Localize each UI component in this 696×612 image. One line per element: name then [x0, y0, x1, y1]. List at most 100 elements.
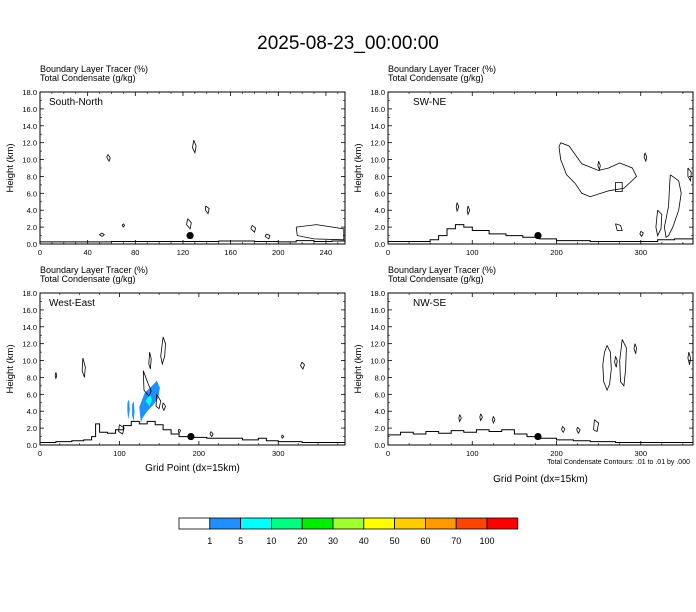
y-tick-label: 2.0 [27, 223, 37, 232]
panel-label: West-East [49, 298, 95, 309]
panel-subtitle-tracer: Boundary Layer Tracer (%) [388, 64, 496, 74]
condensate-contour [300, 361, 305, 370]
tracer-fill-region [132, 401, 135, 422]
y-tick-label: 12.0 [22, 139, 37, 148]
condensate-contour [458, 414, 462, 423]
y-tick-label: 8.0 [375, 172, 385, 181]
colorbar-label: 50 [390, 536, 400, 546]
x-tick-label: 0 [38, 449, 42, 458]
x-tick-label: 100 [113, 449, 126, 458]
condensate-contour [295, 224, 345, 241]
colorbar-swatch [270, 517, 303, 530]
x-tick-label: 100 [466, 248, 479, 257]
y-tick-label: 2.0 [27, 424, 37, 433]
x-tick-label: 0 [386, 248, 390, 257]
colorbar-swatch [301, 517, 334, 530]
terrain-line [40, 240, 345, 243]
y-tick-label: 14.0 [22, 323, 37, 332]
y-axis-label: Height (km) [353, 344, 364, 393]
x-tick-label: 40 [83, 248, 91, 257]
terrain-line [40, 420, 345, 443]
tracer-fill-region [145, 394, 152, 407]
colorbar-label: 40 [359, 536, 369, 546]
y-tick-label: 12.0 [22, 340, 37, 349]
y-tick-label: 8.0 [27, 373, 37, 382]
figure-title: 2025-08-23_00:00:00 [257, 33, 439, 54]
y-tick-label: 16.0 [370, 306, 385, 315]
x-tick-label: 160 [224, 248, 237, 257]
y-tick-label: 14.0 [370, 323, 385, 332]
y-tick-label: 8.0 [375, 373, 385, 382]
y-tick-label: 0.0 [27, 441, 37, 450]
colorbar-label: 100 [479, 536, 494, 546]
condensate-contour [209, 431, 214, 438]
contour-note: Total Condensate Contours: .01 to .01 by… [547, 459, 690, 466]
panel-plot-area [388, 142, 693, 242]
colorbar-label: 60 [420, 536, 430, 546]
x-tick-label: 300 [635, 449, 648, 458]
condensate-contour [687, 167, 692, 182]
x-tick-label: 300 [635, 248, 648, 257]
panel-label: SW-NE [413, 97, 446, 108]
condensate-contour [615, 182, 623, 192]
panel-south-north: Boundary Layer Tracer (%)Total Condensat… [5, 64, 346, 257]
panel-frame [387, 91, 694, 245]
y-tick-label: 10.0 [22, 156, 37, 165]
condensate-contour [663, 174, 682, 238]
y-tick-label: 16.0 [370, 105, 385, 114]
condensate-contour [602, 345, 612, 392]
y-axis-label: Height (km) [5, 143, 16, 192]
colorbar-label: 1 [207, 536, 212, 546]
condensate-contour [597, 161, 601, 172]
panel-label: South-North [49, 97, 103, 108]
condensate-contour [250, 225, 257, 233]
colorbar-label: 20 [297, 536, 307, 546]
panel-subtitle-tracer: Boundary Layer Tracer (%) [40, 64, 148, 74]
condensate-contour [593, 419, 600, 433]
y-tick-label: 12.0 [370, 139, 385, 148]
condensate-contour [281, 434, 285, 439]
y-tick-label: 14.0 [22, 122, 37, 131]
y-tick-label: 6.0 [375, 189, 385, 198]
panel-west-east: Boundary Layer Tracer (%)Total Condensat… [5, 265, 346, 474]
colorbar-swatch [363, 517, 395, 530]
y-tick-label: 0.0 [27, 240, 37, 249]
x-tick-label: 300 [272, 449, 285, 458]
y-tick-label: 6.0 [375, 390, 385, 399]
condensate-contour [142, 370, 152, 397]
location-marker [187, 432, 195, 441]
x-tick-label: 200 [272, 248, 285, 257]
condensate-contour [455, 202, 460, 213]
condensate-contour [576, 427, 581, 435]
condensate-contour [619, 339, 627, 387]
y-tick-label: 16.0 [22, 105, 37, 114]
panel-subtitle-tracer: Boundary Layer Tracer (%) [388, 265, 496, 275]
condensate-contour [614, 356, 618, 368]
colorbar-swatch [455, 517, 488, 530]
condensate-contour [98, 232, 105, 237]
x-tick-label: 0 [38, 248, 42, 257]
colorbar-label: 30 [328, 536, 338, 546]
y-tick-label: 6.0 [27, 390, 37, 399]
y-tick-label: 2.0 [375, 223, 385, 232]
condensate-contour [643, 152, 648, 163]
y-tick-label: 8.0 [27, 172, 37, 181]
x-tick-label: 200 [193, 449, 206, 458]
panel-sw-ne: Boundary Layer Tracer (%)Total Condensat… [353, 64, 694, 257]
panel-frame [39, 91, 346, 245]
condensate-contour [205, 205, 210, 215]
condensate-contour [633, 343, 637, 354]
y-tick-label: 4.0 [375, 206, 385, 215]
colorbar-label: 5 [238, 536, 243, 546]
condensate-contour [687, 351, 691, 365]
y-tick-label: 18.0 [370, 289, 385, 298]
condensate-contour [177, 428, 182, 435]
y-tick-label: 0.0 [375, 441, 385, 450]
panel-subtitle-condensate: Total Condensate (g/kg) [40, 73, 136, 83]
location-marker [186, 231, 194, 240]
y-tick-label: 0.0 [375, 240, 385, 249]
colorbar-swatch [240, 517, 272, 530]
condensate-contour [54, 372, 58, 380]
y-tick-label: 2.0 [375, 424, 385, 433]
